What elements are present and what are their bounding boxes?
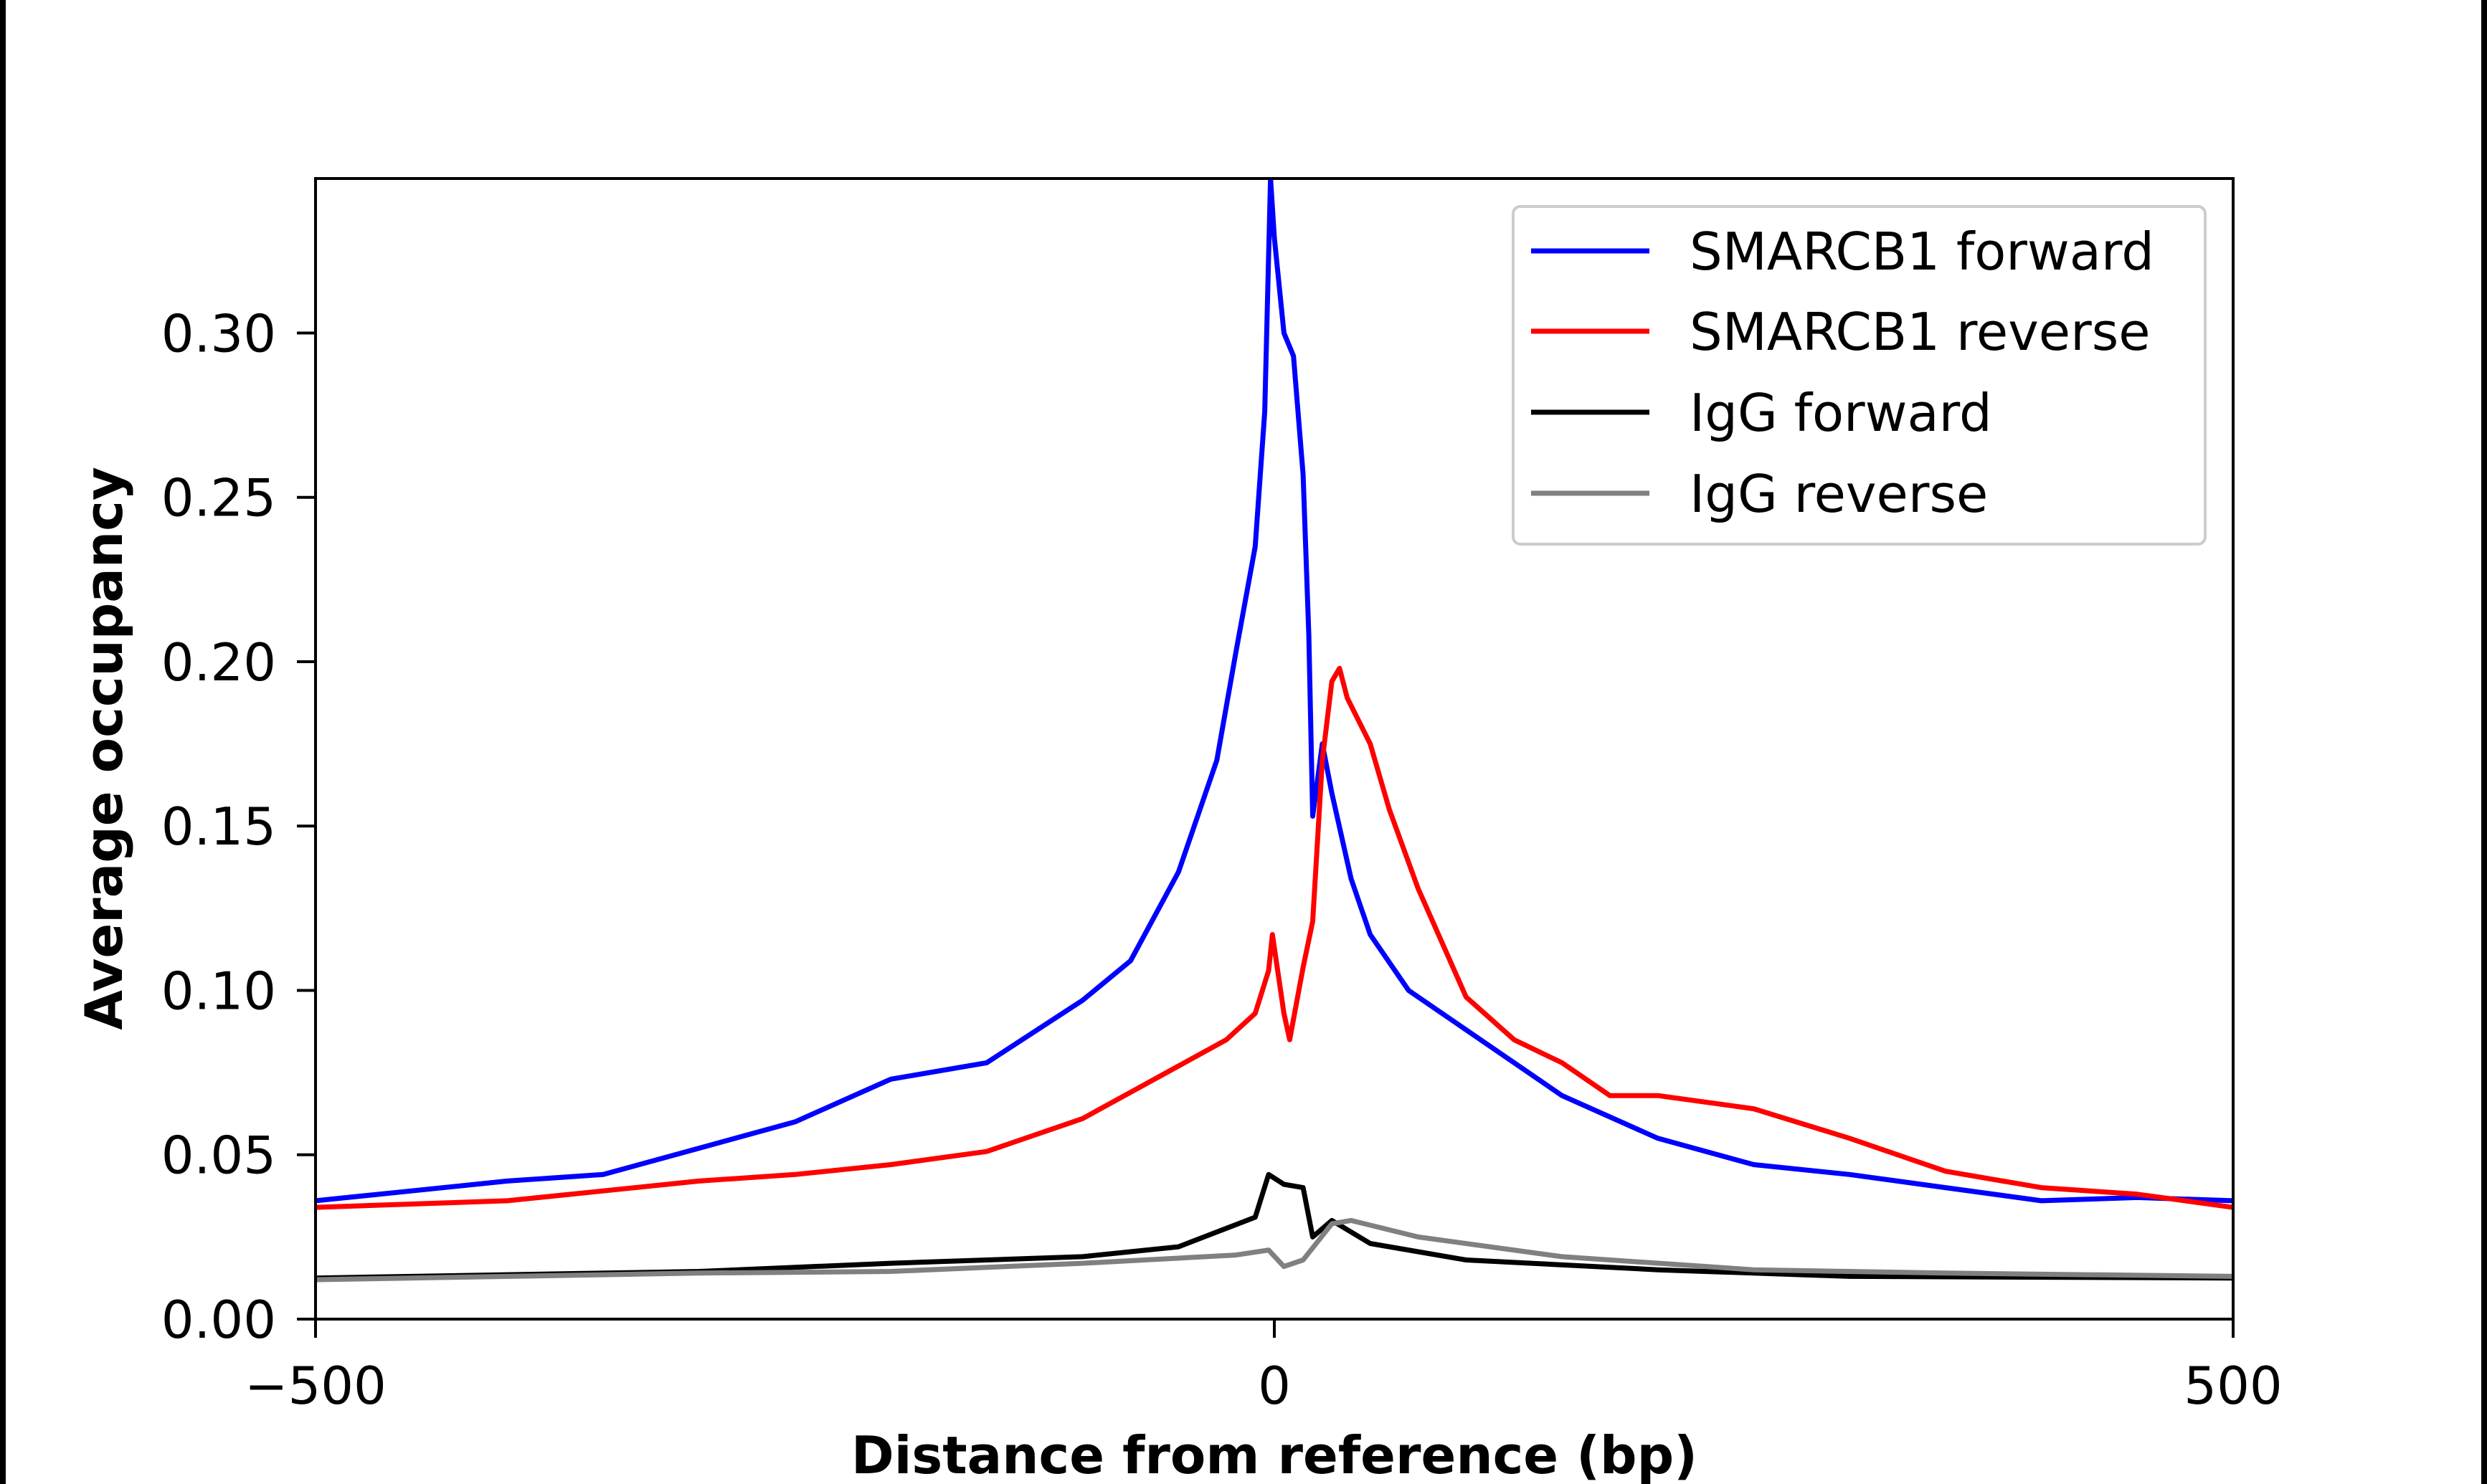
y-axis-label: Average occupancy	[74, 467, 134, 1030]
series-line-smarcb1-forward	[316, 179, 2233, 1204]
series-line-igg-reverse	[316, 1217, 2233, 1283]
y-tick-label: 0.20	[161, 632, 276, 693]
y-tick-label: 0.00	[161, 1290, 276, 1350]
series-line-igg-forward	[316, 1171, 2233, 1281]
legend-item: IgG reverse	[1531, 464, 1988, 524]
y-tick-label: 0.25	[161, 468, 276, 528]
y-tick-label: 0.05	[161, 1126, 276, 1186]
left-frame-border	[0, 0, 6, 1484]
legend-label: SMARCB1 reverse	[1690, 302, 2151, 362]
right-frame-border	[2481, 0, 2487, 1484]
legend-label: IgG reverse	[1690, 464, 1988, 524]
x-tick-label: 500	[2184, 1356, 2282, 1416]
legend-label: IgG forward	[1690, 383, 1992, 443]
legend-item: SMARCB1 reverse	[1531, 302, 2151, 362]
legend-item: SMARCB1 forward	[1531, 222, 2154, 282]
x-tick-label: −500	[245, 1356, 387, 1416]
legend-item: IgG forward	[1531, 383, 1992, 443]
series-line-smarcb1-reverse	[316, 665, 2233, 1210]
y-axis: 0.00 0.05 0.10 0.15 0.20 0.25 0.30	[161, 303, 316, 1350]
y-tick-label: 0.10	[161, 961, 276, 1021]
x-tick-label: 0	[1258, 1356, 1291, 1416]
legend: SMARCB1 forward SMARCB1 reverse IgG forwar…	[1512, 205, 2207, 546]
y-tick-label: 0.15	[161, 796, 276, 857]
legend-box	[1512, 205, 2207, 546]
x-axis-label: Distance from reference (bp)	[851, 1425, 1697, 1484]
legend-label: SMARCB1 forward	[1690, 222, 2154, 282]
y-tick-label: 0.30	[161, 303, 276, 363]
series-layer	[316, 179, 2233, 1283]
x-axis: −500 0 500	[245, 1319, 2283, 1416]
